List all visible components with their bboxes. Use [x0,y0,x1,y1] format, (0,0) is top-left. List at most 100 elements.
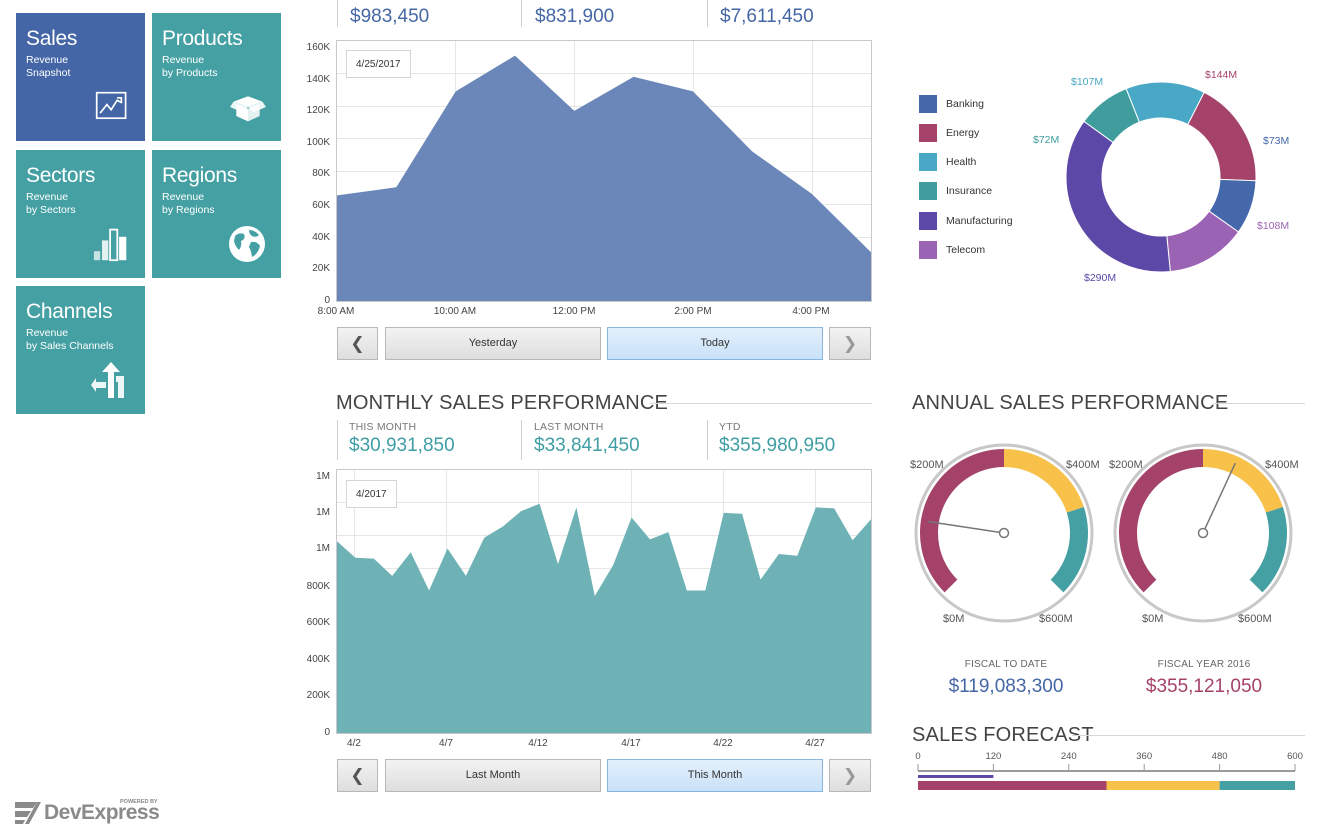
kpi-value: $831,900 [535,6,615,27]
forecast-axis-line [918,770,1295,772]
kpi-value: $30,931,850 [349,435,455,456]
forecast-tick-label: 240 [1060,751,1077,762]
fiscal-to-date-value: $119,083,300 [948,676,1064,697]
donut-slice-health [1125,81,1205,126]
y-tick-label: 0 [324,727,330,738]
devexpress-logo: POWERED BY DevExpress [15,798,165,831]
y-tick-label: 160K [306,42,330,53]
legend-label: Energy [946,127,980,139]
tile-subtitle: Revenue by Products [162,54,218,79]
gauge-tick: $0M [943,613,965,625]
monthly-section-title: MONTHLY SALES PERFORMANCE [336,392,669,414]
monthly-sales-area-chart [336,469,872,734]
y-tick-label: 1M [316,471,330,482]
y-tick-label: 0 [324,295,330,306]
donut-label-manufacturing: $290M [1084,272,1117,284]
sector-donut-chart [1065,81,1257,273]
donut-slice-energy [1187,91,1257,182]
fiscal-year-value: $355,121,050 [1145,676,1263,697]
legend-label: Insurance [946,185,993,197]
forecast-tick-label: 360 [1136,751,1153,762]
bar-chart-icon [93,228,127,262]
brand-name: DevExpress [44,801,160,824]
legend-swatch [919,212,937,230]
daily-area [337,55,871,301]
last-month-button[interactable]: Last Month [385,759,601,792]
yesterday-button[interactable]: Yesterday [385,327,601,360]
kpi-daily-today: $983,450 [350,0,429,28]
donut-slice-manufacturing [1065,120,1171,273]
gauge-hub [1197,527,1209,539]
donut-label-insurance: $72M [1033,134,1060,146]
forecast-range-1 [1106,781,1220,790]
line-chart-icon [95,91,127,120]
kpi-value: $7,611,450 [720,6,814,27]
daily-prev-button[interactable]: ❮ [337,327,378,360]
tile-sectors[interactable]: Sectors Revenue by Sectors [16,150,145,278]
x-tick-label: 8:00 AM [317,306,355,317]
gauge-needle [1202,462,1236,534]
x-tick-label: 4/7 [439,738,453,749]
y-tick-label: 200K [306,690,330,701]
gauge-range-0 [1119,449,1203,593]
kpi-ytd: YTD $355,980,950 [719,421,835,457]
chevron-right-icon: ❯ [842,334,858,353]
y-tick-label: 40K [312,232,330,243]
kpi-daily-week: $7,611,450 [720,0,814,28]
forecast-section-title: SALES FORECAST [912,724,1094,746]
legend-swatch [919,124,937,142]
gauge-tick: $400M [1066,459,1100,471]
tile-subtitle: Revenue Snapshot [26,54,71,79]
section-rule [1213,403,1305,404]
today-button[interactable]: Today [607,327,823,360]
legend-swatch [919,153,937,171]
tile-channels[interactable]: Channels Revenue by Sales Channels [16,286,145,414]
y-tick-label: 1M [316,507,330,518]
tile-sales[interactable]: Sales Revenue Snapshot [16,13,145,141]
monthly-area [337,503,871,733]
tile-regions[interactable]: Regions Revenue by Regions [152,150,281,278]
gauge-range-0 [920,449,1004,593]
monthly-prev-button[interactable]: ❮ [337,759,378,792]
kpi-value: $355,980,950 [719,435,836,456]
sales-forecast-bullet-chart [917,764,1296,790]
donut-label-banking: $73M [1263,135,1290,147]
gauge-range-1 [1004,449,1084,513]
tile-subtitle: Revenue by Sectors [26,191,76,216]
this-month-button[interactable]: This Month [607,759,823,792]
gauge-rim [1113,443,1293,623]
gauge-range-2 [1050,507,1088,593]
box-icon [230,96,266,122]
y-tick-label: 120K [306,105,330,116]
x-tick-label: 4/12 [528,738,548,749]
y-tick-label: 20K [312,263,330,274]
kpi-separator [707,420,708,460]
devexpress-logo-icon [15,802,41,824]
donut-label-health: $107M [1071,76,1104,88]
daily-next-button[interactable]: ❯ [829,327,871,360]
tile-products[interactable]: Products Revenue by Products [152,13,281,141]
tile-title: Products [162,27,243,50]
gauge-needle [927,520,1005,534]
forecast-tick-label: 120 [985,751,1002,762]
annual-section-title: ANNUAL SALES PERFORMANCE [912,392,1229,414]
section-rule [1072,735,1305,736]
kpi-separator [337,420,338,460]
kpi-separator [707,0,708,27]
daily-sales-area-chart [336,40,872,302]
monthly-next-button[interactable]: ❯ [829,759,871,792]
kpi-daily-yesterday: $831,900 [535,0,614,28]
forecast-value-bar [918,775,994,778]
kpi-value: $983,450 [350,6,430,27]
powered-by-text: POWERED BY [120,799,158,805]
fiscal-year-gauge [1113,443,1293,623]
kpi-label: THIS MONTH [349,421,417,433]
tile-subtitle: Revenue by Sales Channels [26,327,114,352]
x-tick-label: 2:00 PM [674,306,712,317]
kpi-label: YTD [719,421,741,433]
x-tick-label: 4:00 PM [792,306,830,317]
y-tick-label: 600K [306,617,330,628]
y-tick-label: 100K [306,137,330,148]
tile-title: Sales [26,27,78,50]
gauge-tick: $600M [1039,613,1073,625]
